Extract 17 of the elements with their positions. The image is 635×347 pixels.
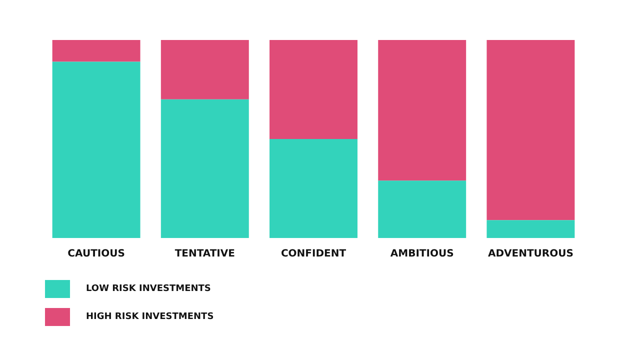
x-tick-label: CAUTIOUS [68,248,125,260]
legend-label: HIGH RISK INVESTMENTS [86,312,214,322]
bar [378,180,466,238]
bar [270,139,358,238]
bar [270,40,358,139]
x-tick-label: AMBITIOUS [390,248,454,260]
bar [486,220,575,238]
bar [160,40,249,100]
x-tick-label: CONFIDENT [280,248,346,260]
bar [52,40,140,62]
bar [160,99,249,238]
bar [52,62,140,238]
legend-label: LOW RISK INVESTMENTS [86,284,211,294]
x-tick-label: TENTATIVE [174,248,236,260]
bar [378,40,466,181]
bar [486,40,575,220]
x-tick-label: ADVENTUROUS [488,248,574,260]
